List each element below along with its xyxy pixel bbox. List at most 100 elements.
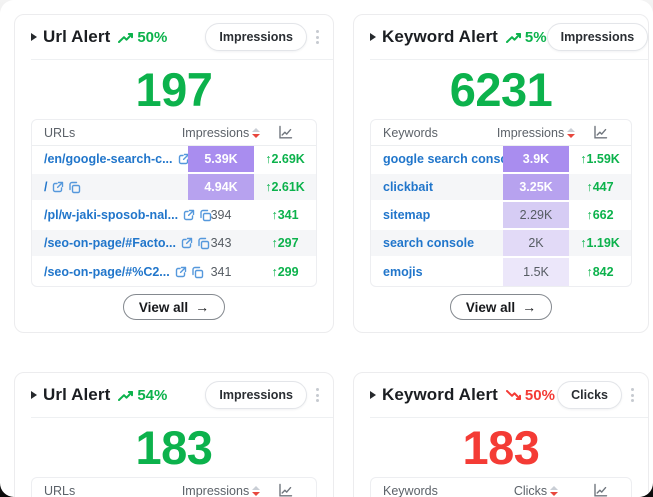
keyword-link[interactable]: sitemap (383, 208, 431, 222)
line-chart-icon (593, 483, 607, 497)
url-link[interactable]: / (44, 180, 48, 194)
key-column-header: Keywords (383, 125, 438, 140)
url-link[interactable]: /pl/w-jaki-sposob-nal... (44, 208, 179, 222)
keyword-link[interactable]: emojis (383, 265, 423, 279)
sort-arrows-icon[interactable] (550, 485, 559, 496)
trend-down-icon (505, 389, 521, 400)
table-row: /seo-on-page/#Facto... 343 ↑297 (32, 230, 316, 258)
sort-arrows-icon[interactable] (252, 127, 261, 138)
metric-filter-button[interactable]: Impressions (205, 23, 307, 51)
keyword-link[interactable]: search console (383, 236, 475, 250)
change-cell: ↑299 (271, 265, 299, 279)
change-cell: ↑662 (586, 208, 614, 222)
keyword-link[interactable]: google search console (383, 152, 519, 166)
card-title: Url Alert (43, 385, 111, 404)
value-column-header[interactable]: Impressions (497, 126, 576, 140)
trend-up-icon (118, 390, 134, 401)
copy-icon[interactable] (199, 209, 212, 222)
trend-indicator: 50% (505, 386, 555, 404)
alert-table: URLs Impressions (31, 477, 317, 497)
table-header: URLs Impressions (32, 120, 316, 146)
card-title: Keyword Alert (382, 385, 498, 404)
header-divider (370, 417, 648, 418)
chart-column-header[interactable] (569, 483, 631, 497)
external-link-icon[interactable] (180, 237, 193, 250)
external-link-icon[interactable] (182, 209, 195, 222)
collapse-triangle-icon[interactable] (370, 391, 376, 399)
value-column-header[interactable]: Impressions (182, 484, 261, 497)
trend-up-icon (505, 32, 521, 43)
table-row: sitemap 2.29K ↑662 (371, 202, 631, 230)
url-link[interactable]: /en/google-search-c... (44, 152, 173, 166)
metric-filter-button[interactable]: Clicks (557, 381, 622, 409)
table-header: Keywords Clicks (371, 478, 631, 497)
change-cell: ↑2.69K (265, 152, 305, 166)
table-row: / 4.94K ↑2.61K (32, 174, 316, 202)
table-row: search console 2K ↑1.19K (371, 230, 631, 258)
value-column-header[interactable]: Impressions (182, 126, 261, 140)
collapse-triangle-icon[interactable] (31, 391, 37, 399)
trend-percent: 50% (524, 386, 555, 404)
alert-table: Keywords Impressions google search conso… (370, 119, 632, 287)
copy-icon[interactable] (197, 237, 210, 250)
trend-up-icon (118, 32, 134, 43)
table-row: /pl/w-jaki-sposob-nal... 394 ↑341 (32, 202, 316, 230)
alert-total: 183 (135, 421, 213, 474)
line-chart-icon (278, 483, 292, 497)
table-header: URLs Impressions (32, 478, 316, 497)
card-header: Keyword Alert 50% Clicks (354, 373, 648, 417)
metric-filter-button[interactable]: Impressions (546, 23, 649, 51)
arrow-right-icon: → (522, 299, 537, 315)
line-chart-icon (278, 125, 292, 139)
table-row: /en/google-search-c... 5.39K ↑2.69K (32, 146, 316, 174)
line-chart-icon (593, 125, 607, 139)
kebab-menu-icon[interactable] (626, 384, 639, 406)
value-cell: 394 (210, 208, 232, 222)
change-cell: ↑1.59K (580, 152, 620, 166)
metric-filter-button[interactable]: Impressions (205, 381, 307, 409)
trend-percent: 54% (137, 386, 168, 404)
kebab-menu-icon[interactable] (311, 384, 324, 406)
key-column-header: Keywords (383, 483, 438, 497)
chart-column-header[interactable] (569, 125, 631, 140)
table-row: google search console 3.9K ↑1.59K (371, 146, 631, 174)
value-column-header[interactable]: Clicks (503, 484, 569, 497)
table-row: emojis 1.5K ↑842 (371, 258, 631, 286)
alert-total: 197 (135, 63, 213, 116)
value-cell: 343 (210, 236, 232, 250)
external-link-icon[interactable] (51, 181, 64, 194)
key-column-header: URLs (44, 125, 76, 140)
sort-arrows-icon[interactable] (252, 485, 261, 496)
trend-percent: 50% (137, 28, 168, 46)
change-cell: ↑297 (271, 236, 299, 250)
sort-arrows-icon[interactable] (567, 127, 576, 138)
trend-percent: 5% (524, 28, 547, 46)
header-divider (31, 59, 333, 60)
chart-column-header[interactable] (254, 125, 316, 140)
view-all-button[interactable]: View all → (122, 294, 226, 320)
table-header: Keywords Impressions (371, 120, 631, 146)
card-title: Url Alert (43, 27, 111, 46)
url-link[interactable]: /seo-on-page/#%C2... (44, 265, 170, 279)
value-cell: 4.94K (188, 174, 254, 200)
collapse-triangle-icon[interactable] (370, 33, 376, 41)
copy-icon[interactable] (191, 266, 204, 279)
kebab-menu-icon[interactable] (311, 26, 324, 48)
view-all-button[interactable]: View all → (449, 294, 553, 320)
collapse-triangle-icon[interactable] (31, 33, 37, 41)
url-link[interactable]: /seo-on-page/#Facto... (44, 236, 176, 250)
card-header: Url Alert 50% Impressions (15, 15, 333, 59)
card-keyword-alert-top: Keyword Alert 5% Impressions 6231 Keywor… (353, 14, 649, 333)
alert-table: URLs Impressions /en/google-search-c... … (31, 119, 317, 287)
value-cell: 341 (210, 265, 232, 279)
card-url-alert-bottom: Url Alert 54% Impressions 183 URLs Impre… (14, 372, 334, 497)
value-cell: 2K (503, 230, 569, 256)
alert-total: 183 (462, 421, 540, 474)
chart-column-header[interactable] (254, 483, 316, 497)
card-header: Url Alert 54% Impressions (15, 373, 333, 417)
keyword-link[interactable]: clickbait (383, 180, 434, 194)
copy-icon[interactable] (68, 181, 81, 194)
external-link-icon[interactable] (174, 266, 187, 279)
arrow-right-icon: → (195, 299, 210, 315)
trend-indicator: 50% (118, 29, 167, 46)
